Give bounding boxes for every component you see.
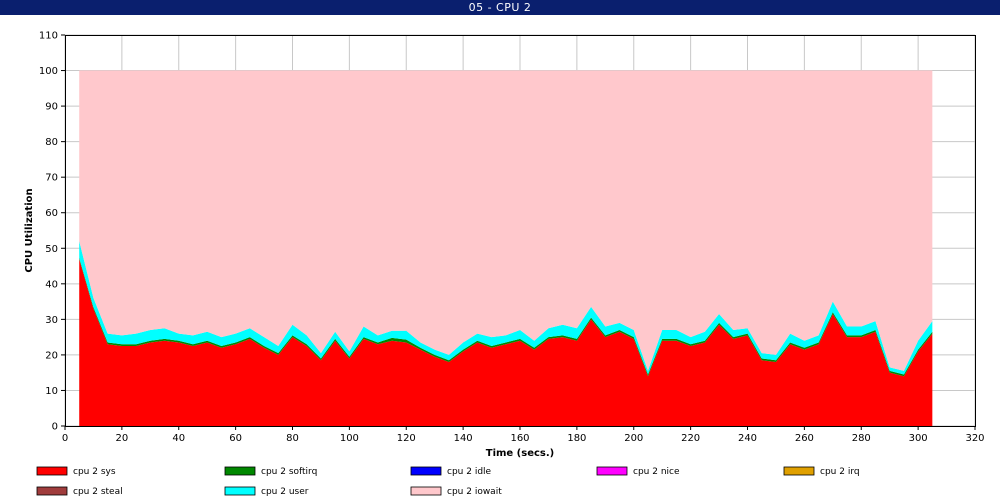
x-tick-label: 60 xyxy=(229,433,242,444)
x-tick-label: 40 xyxy=(172,433,185,444)
y-tick-label: 0 xyxy=(52,422,58,433)
x-tick-label: 200 xyxy=(624,433,643,444)
x-tick-label: 180 xyxy=(567,433,586,444)
cpu-utilization-chart: 0 20 40 60 80 100 120 140 160 180 200 220 240 260 280 3… xyxy=(24,31,985,498)
legend-label-1: cpu 2 softirq xyxy=(261,467,317,477)
legend-swatch-4 xyxy=(783,466,815,476)
legend-label-0: cpu 2 sys xyxy=(73,467,116,477)
area-series-0 xyxy=(79,258,933,426)
y-tick-label: 10 xyxy=(45,386,58,397)
x-tick-label: 120 xyxy=(397,433,416,444)
stacked-areas xyxy=(79,70,933,426)
y-tick-label: 40 xyxy=(45,279,58,290)
legend-swatch-0 xyxy=(36,466,68,476)
legend-swatch-5 xyxy=(36,486,68,496)
x-tick-label: 300 xyxy=(909,433,928,444)
x-tick-label: 140 xyxy=(454,433,473,444)
legend-label-2: cpu 2 idle xyxy=(447,467,492,477)
y-tick-label: 110 xyxy=(39,31,58,42)
x-tick-label: 160 xyxy=(510,433,529,444)
y-axis-label: CPU Utilization xyxy=(24,188,35,272)
legend-label-5: cpu 2 steal xyxy=(73,487,123,497)
legend-label-4: cpu 2 irq xyxy=(820,467,860,477)
x-tick-label: 320 xyxy=(965,433,984,444)
x-tick-label: 0 xyxy=(62,433,68,444)
legend-label-7: cpu 2 iowait xyxy=(447,487,502,497)
x-axis-label: Time (secs.) xyxy=(486,448,555,459)
axes: 0 20 40 60 80 100 120 140 160 180 200 220 240 260 280 3… xyxy=(39,31,985,445)
y-tick-label: 50 xyxy=(45,244,58,255)
y-tick-label: 90 xyxy=(45,102,58,113)
legend-swatch-2 xyxy=(410,466,442,476)
legend-swatch-6 xyxy=(224,486,256,496)
legend-swatch-3 xyxy=(596,466,628,476)
legend-label-6: cpu 2 user xyxy=(261,487,309,497)
window-title: 05 - CPU 2 xyxy=(0,0,1000,15)
x-tick-label: 100 xyxy=(340,433,359,444)
x-tick-label: 220 xyxy=(681,433,700,444)
y-tick-label: 70 xyxy=(45,173,58,184)
legend-label-3: cpu 2 nice xyxy=(633,467,680,477)
y-tick-label: 20 xyxy=(45,350,58,361)
x-tick-label: 260 xyxy=(795,433,814,444)
x-tick-label: 20 xyxy=(116,433,129,444)
legend-swatch-7 xyxy=(410,486,442,496)
x-tick-label: 240 xyxy=(738,433,757,444)
legend: cpu 2 sys cpu 2 softirq cpu 2 idle cpu 2 ni… xyxy=(36,466,860,497)
y-tick-label: 60 xyxy=(45,208,58,219)
legend-swatch-1 xyxy=(224,466,256,476)
y-tick-label: 30 xyxy=(45,315,58,326)
y-tick-label: 100 xyxy=(39,66,58,77)
x-tick-label: 280 xyxy=(852,433,871,444)
x-tick-label: 80 xyxy=(286,433,299,444)
y-tick-label: 80 xyxy=(45,137,58,148)
area-series-7 xyxy=(79,70,933,371)
